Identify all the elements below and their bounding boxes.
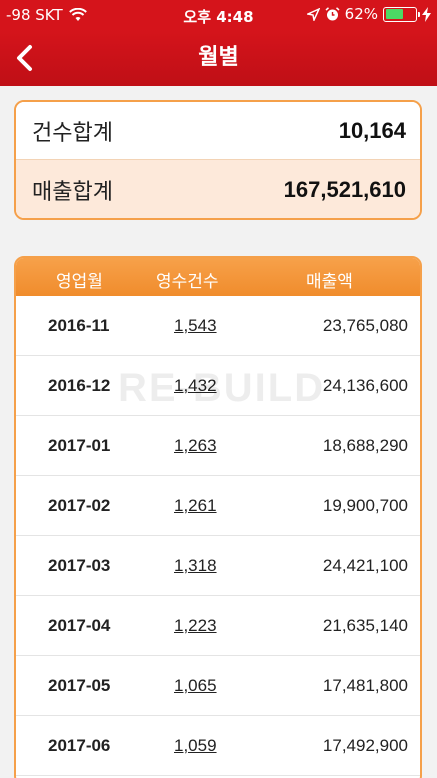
row-count-link[interactable]: 1,263 [174,436,217,455]
summary-sales-row: 매출합계 167,521,610 [16,160,420,218]
status-right: 62% [306,5,431,23]
header-month: 영업월 [56,272,103,292]
row-count-link[interactable]: 1,059 [174,736,217,755]
row-month: 2017-01 [48,436,111,455]
row-month: 2017-03 [48,556,111,575]
table-row: 2017-01 1,263 18,688,290 [16,416,420,476]
battery-icon [383,6,420,22]
row-month: 2016-12 [48,376,111,395]
row-count-link[interactable]: 1,223 [174,616,217,635]
row-sales: 24,421,100 [322,556,408,575]
row-month: 2017-06 [48,736,111,755]
row-sales: 18,688,290 [322,436,408,455]
row-count-link[interactable]: 1,543 [174,316,217,335]
row-count-link[interactable]: 1,318 [174,556,217,575]
battery-percent: 62% [344,5,378,23]
count-total-label: 건수합계 [32,120,113,146]
location-icon [306,7,320,21]
row-count-link[interactable]: 1,261 [174,496,217,515]
row-sales: 23,765,080 [322,316,408,335]
monthly-table: 영업월 영수건수 매출액 2016-11 1,543 23,765,080 20… [14,256,422,778]
carrier-label: -98 SKT [6,6,63,24]
row-sales: 17,492,900 [322,736,408,755]
page-title: 월별 [198,45,239,70]
row-month: 2017-04 [48,616,111,635]
charging-icon [422,6,431,22]
count-total-value: 10,164 [338,117,406,143]
status-time: 오후 4:48 [183,8,254,26]
table-row: 2016-12 1,432 24,136,600 [16,356,420,416]
table-row: 2017-06 1,059 17,492,900 [16,716,420,776]
battery-fill [385,9,404,19]
row-sales: 21,635,140 [322,616,408,635]
nav-bar: 월별 [0,30,437,86]
wifi-icon [68,8,87,21]
table-row: 2016-11 1,543 23,765,080 [16,296,420,356]
alarm-icon [325,6,340,20]
row-count-link[interactable]: 1,065 [174,676,217,695]
table-header: 영업월 영수건수 매출액 [16,258,420,296]
summary-box: 건수합계 10,164 매출합계 167,521,610 [14,100,422,220]
row-sales: 19,900,700 [322,496,408,515]
row-sales: 24,136,600 [322,376,408,395]
row-month: 2017-05 [48,676,111,695]
back-arrow-icon[interactable] [8,41,42,75]
sales-total-value: 167,521,610 [283,176,406,202]
table-row: 2017-04 1,223 21,635,140 [16,596,420,656]
summary-count-row: 건수합계 10,164 [16,102,420,160]
header-receipt-count: 영수건수 [156,272,219,292]
table-row: 2017-02 1,261 19,900,700 [16,476,420,536]
table-row: 2017-05 1,065 17,481,800 [16,656,420,716]
status-left: -98 SKT [6,6,87,24]
header-sales: 매출액 [306,272,353,292]
row-count-link[interactable]: 1,432 [174,376,217,395]
status-bar: -98 SKT 오후 4:48 62% [0,0,437,30]
row-sales: 17,481,800 [322,676,408,695]
row-month: 2016-11 [48,316,110,335]
sales-total-label: 매출합계 [32,179,113,205]
row-month: 2017-02 [48,496,111,515]
table-row: 2017-03 1,318 24,421,100 [16,536,420,596]
